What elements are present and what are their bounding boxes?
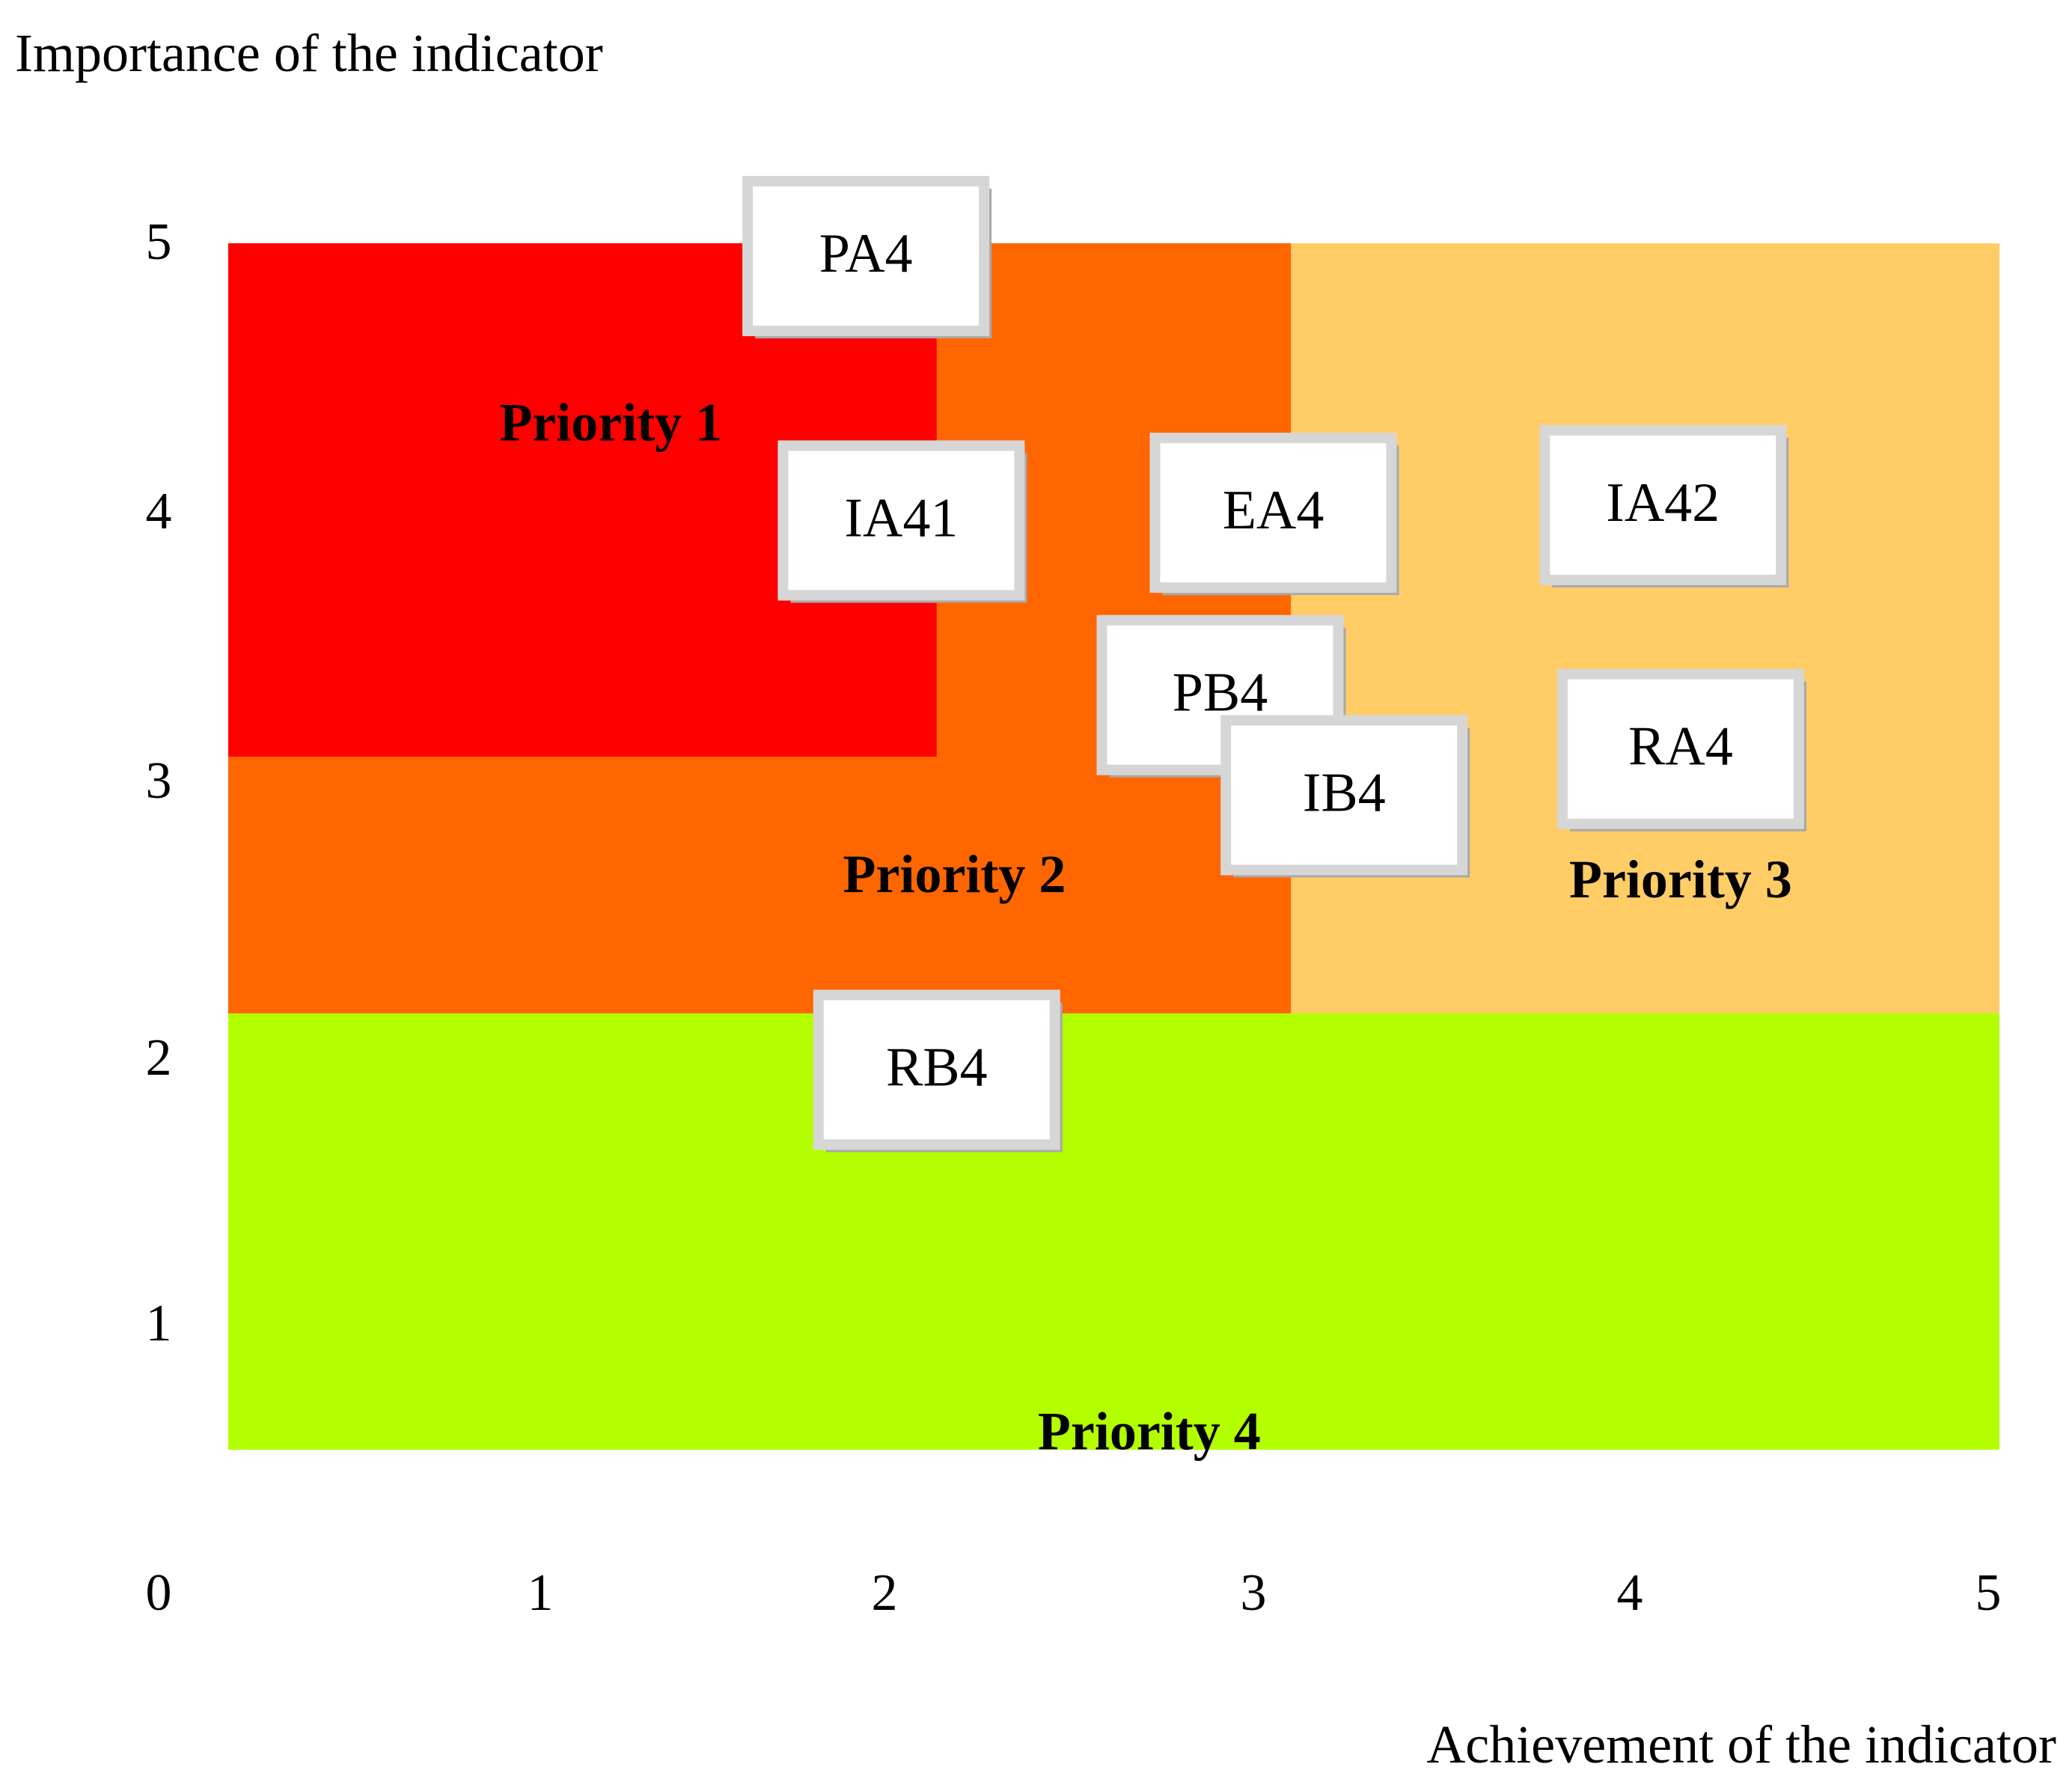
marker-label: EA4 [1223,480,1324,541]
y-tick-label: 5 [146,213,172,271]
x-tick-label: 1 [528,1564,554,1622]
y-tick-label: 1 [146,1295,172,1352]
indicator-markers: PA4 IA41 EA4 IA42 PB4 IB4 RA4 RB4 [742,176,1806,1153]
marker-box [813,989,1060,1150]
y-tick-label: 4 [146,483,172,540]
marker-label: IA42 [1606,472,1720,534]
marker-label: IB4 [1303,762,1386,823]
y-tick-label: 3 [146,752,172,810]
marker-box [1149,433,1397,594]
x-tick-label: 5 [1975,1564,2002,1622]
region-label-priority-2: Priority 2 [843,844,1066,904]
marker-label: RA4 [1628,716,1733,778]
x-axis-title: Achievement of the indicator [1426,1715,2056,1775]
axis-ticks: 0 1 2 3 4 5 1 2 3 4 5 [146,213,2002,1622]
marker-label: IA41 [844,487,958,549]
x-tick-label: 0 [146,1564,172,1622]
region-priority-3 [1291,243,1999,1013]
region-label-priority-4: Priority 4 [1038,1401,1261,1461]
y-tick-label: 2 [146,1029,172,1087]
marker-box [742,176,990,337]
marker-box [1220,715,1468,876]
priority-regions [228,243,1999,1450]
marker-ia41: IA41 [777,440,1027,603]
region-label-priority-1: Priority 1 [499,392,722,452]
marker-label: RB4 [886,1037,988,1098]
x-tick-label: 4 [1617,1564,1643,1622]
marker-ea4: EA4 [1149,433,1399,596]
x-tick-label: 3 [1241,1564,1267,1622]
marker-box [777,440,1025,601]
marker-ib4: IB4 [1220,715,1470,878]
marker-ia42: IA42 [1539,424,1789,588]
marker-ra4: RA4 [1556,668,1806,832]
region-labels: Priority 4 Priority 3 Priority 2 Priority 1 [499,392,1792,1461]
region-label-priority-3: Priority 3 [1569,849,1792,909]
marker-box [1556,668,1804,829]
marker-rb4: RB4 [813,989,1063,1153]
x-tick-label: 2 [872,1564,898,1622]
region-priority-4 [228,1013,1999,1450]
marker-label: PB4 [1173,662,1268,724]
marker-box [1539,424,1787,585]
marker-pa4: PA4 [742,176,992,339]
y-axis-title: Importance of the indicator [15,23,603,83]
marker-label: PA4 [819,223,913,284]
